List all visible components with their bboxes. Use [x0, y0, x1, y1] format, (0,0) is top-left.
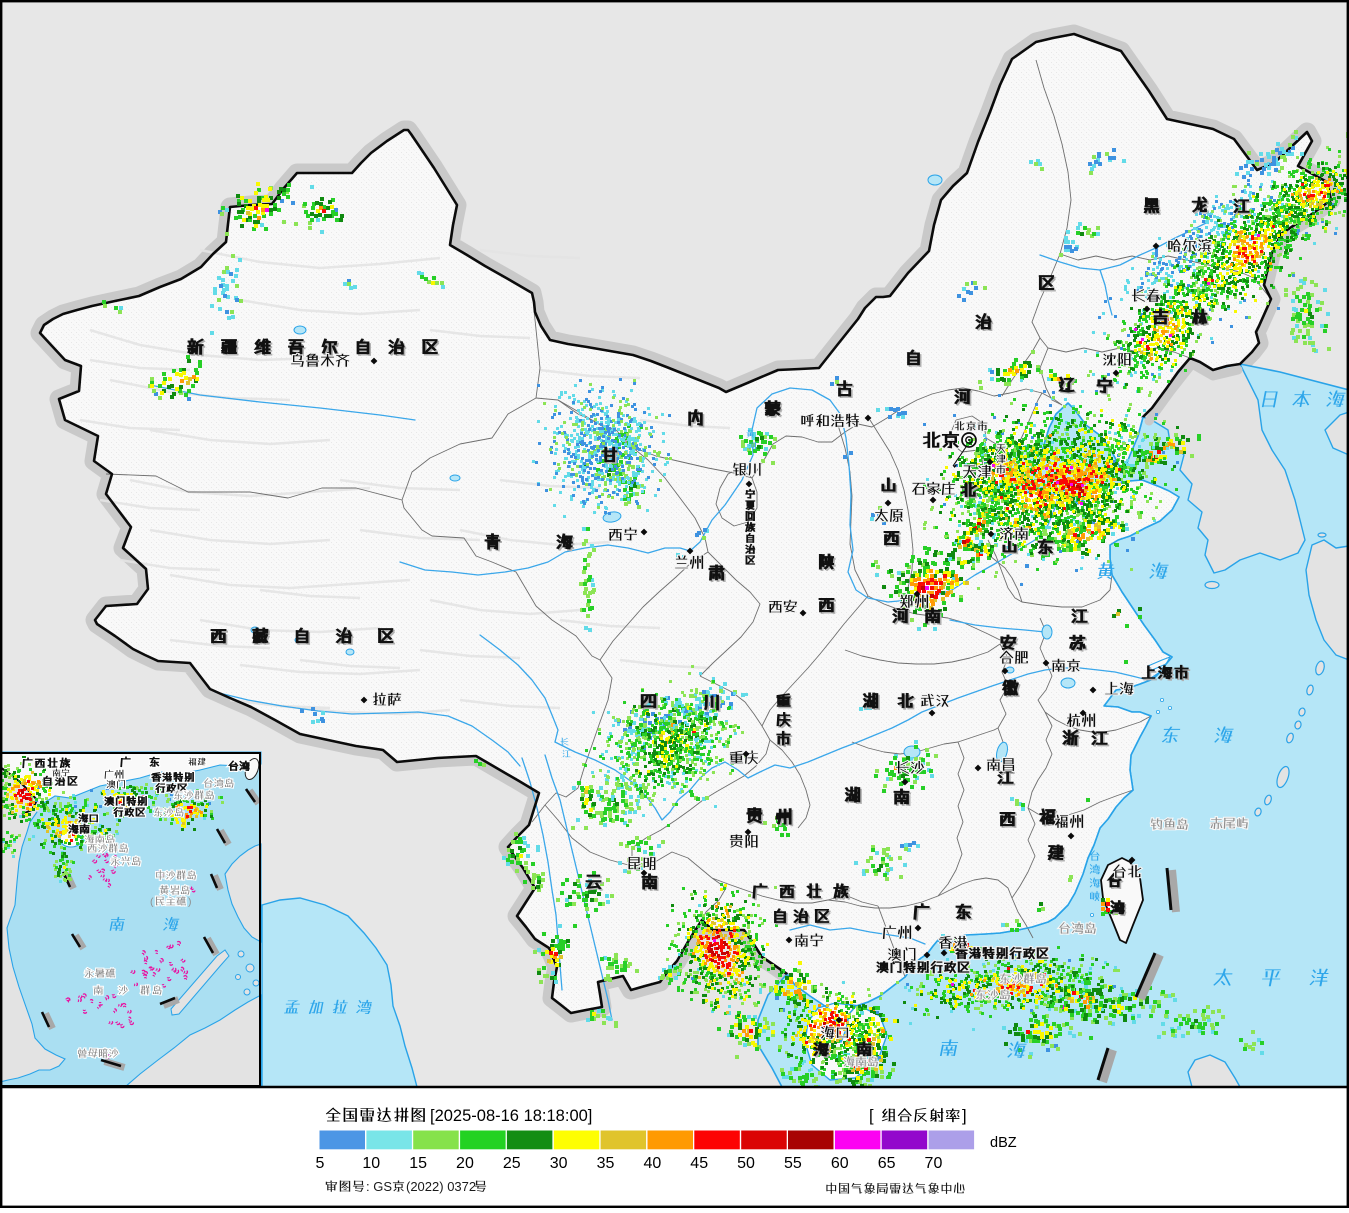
- svg-text:dBZ: dBZ: [990, 1135, 1017, 1151]
- svg-text:55: 55: [784, 1155, 802, 1172]
- svg-text:40: 40: [643, 1155, 661, 1172]
- svg-text:30: 30: [550, 1155, 568, 1172]
- svg-text:50: 50: [737, 1155, 755, 1172]
- svg-text:[: [: [869, 1107, 874, 1125]
- svg-text:(2022) 0372: (2022) 0372: [406, 1179, 476, 1194]
- svg-text:): ): [188, 896, 192, 908]
- svg-text:65: 65: [878, 1155, 896, 1172]
- svg-text:5: 5: [316, 1155, 325, 1172]
- svg-text:15: 15: [409, 1155, 427, 1172]
- svg-text:45: 45: [690, 1155, 708, 1172]
- svg-text:20: 20: [456, 1155, 474, 1172]
- svg-text:25: 25: [503, 1155, 521, 1172]
- svg-text:60: 60: [831, 1155, 849, 1172]
- svg-text:[2025-08-16 18:18:00]: [2025-08-16 18:18:00]: [430, 1107, 592, 1125]
- svg-text:: GS: : GS: [366, 1179, 392, 1194]
- svg-text:70: 70: [925, 1155, 943, 1172]
- svg-text:10: 10: [362, 1155, 380, 1172]
- svg-text:(: (: [150, 896, 154, 908]
- svg-text:35: 35: [597, 1155, 615, 1172]
- svg-text:]: ]: [962, 1107, 967, 1125]
